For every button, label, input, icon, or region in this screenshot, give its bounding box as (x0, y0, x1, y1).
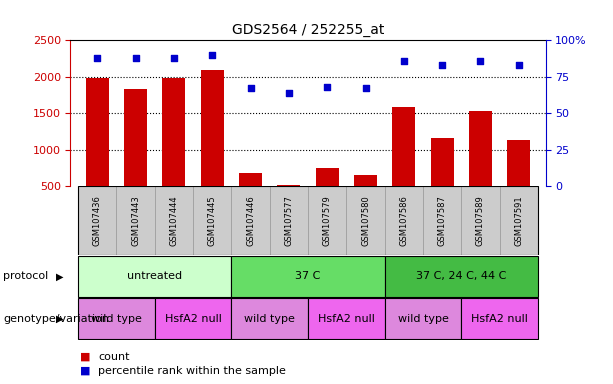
Bar (308, 186, 346, 255)
Point (437, 62, 447, 68)
Bar (86, 78, 109, 223)
Point (169, 55, 179, 61)
Text: wild type: wild type (245, 314, 295, 324)
Bar (392, 107, 416, 223)
Text: GSM107443: GSM107443 (131, 195, 140, 246)
Point (207, 52, 217, 58)
Point (93, 55, 102, 61)
Text: 37 C, 24 C, 44 C: 37 C, 24 C, 44 C (416, 271, 506, 281)
Bar (78, 186, 116, 255)
Bar (239, 173, 262, 223)
Bar (385, 186, 423, 255)
Text: GSM107589: GSM107589 (476, 195, 485, 246)
Text: protocol: protocol (3, 271, 48, 281)
Bar (500, 186, 538, 255)
Bar (385, 256, 538, 297)
Text: ▶: ▶ (56, 314, 64, 324)
Bar (232, 298, 308, 339)
Bar (423, 186, 462, 255)
Text: wild type: wild type (398, 314, 448, 324)
Bar (462, 186, 500, 255)
Text: GSM107577: GSM107577 (284, 195, 294, 246)
Bar (316, 168, 339, 223)
Text: ■: ■ (80, 366, 90, 376)
Text: untreated: untreated (128, 271, 182, 281)
Text: GSM107446: GSM107446 (246, 195, 255, 246)
Bar (469, 111, 492, 223)
Point (476, 58, 485, 64)
Text: GSM107586: GSM107586 (399, 195, 408, 246)
Bar (346, 186, 385, 255)
Bar (193, 186, 232, 255)
Text: HsfA2 null: HsfA2 null (471, 314, 528, 324)
Text: GSM107591: GSM107591 (514, 195, 524, 246)
Text: GSM107436: GSM107436 (93, 195, 102, 246)
Text: ▶: ▶ (56, 271, 64, 281)
Bar (124, 89, 147, 223)
Text: 37 C: 37 C (295, 271, 321, 281)
Text: count: count (98, 352, 129, 362)
Text: GSM107587: GSM107587 (438, 195, 447, 246)
Point (399, 58, 409, 64)
Bar (278, 185, 300, 223)
Bar (354, 175, 377, 223)
Text: GSM107579: GSM107579 (322, 195, 332, 246)
Text: percentile rank within the sample: percentile rank within the sample (98, 366, 286, 376)
Bar (385, 298, 462, 339)
Point (131, 55, 140, 61)
Bar (232, 256, 385, 297)
Bar (462, 298, 538, 339)
Bar (508, 140, 530, 223)
Text: wild type: wild type (91, 314, 142, 324)
Text: GSM107445: GSM107445 (208, 195, 217, 246)
Bar (232, 186, 270, 255)
Text: HsfA2 null: HsfA2 null (318, 314, 375, 324)
Text: ■: ■ (80, 352, 90, 362)
Bar (270, 186, 308, 255)
Bar (78, 256, 232, 297)
Bar (155, 186, 193, 255)
Bar (162, 78, 186, 223)
Point (284, 90, 294, 96)
Point (360, 85, 370, 91)
Bar (116, 186, 155, 255)
Bar (308, 298, 385, 339)
Text: genotype/variation: genotype/variation (3, 314, 109, 324)
Point (246, 85, 256, 91)
Title: GDS2564 / 252255_at: GDS2564 / 252255_at (232, 23, 384, 36)
Bar (431, 138, 454, 223)
Point (322, 84, 332, 90)
Bar (155, 298, 232, 339)
Point (514, 62, 524, 68)
Text: HsfA2 null: HsfA2 null (165, 314, 221, 324)
Text: GSM107580: GSM107580 (361, 195, 370, 246)
Bar (201, 70, 224, 223)
Bar (78, 298, 155, 339)
Text: GSM107444: GSM107444 (169, 195, 178, 246)
